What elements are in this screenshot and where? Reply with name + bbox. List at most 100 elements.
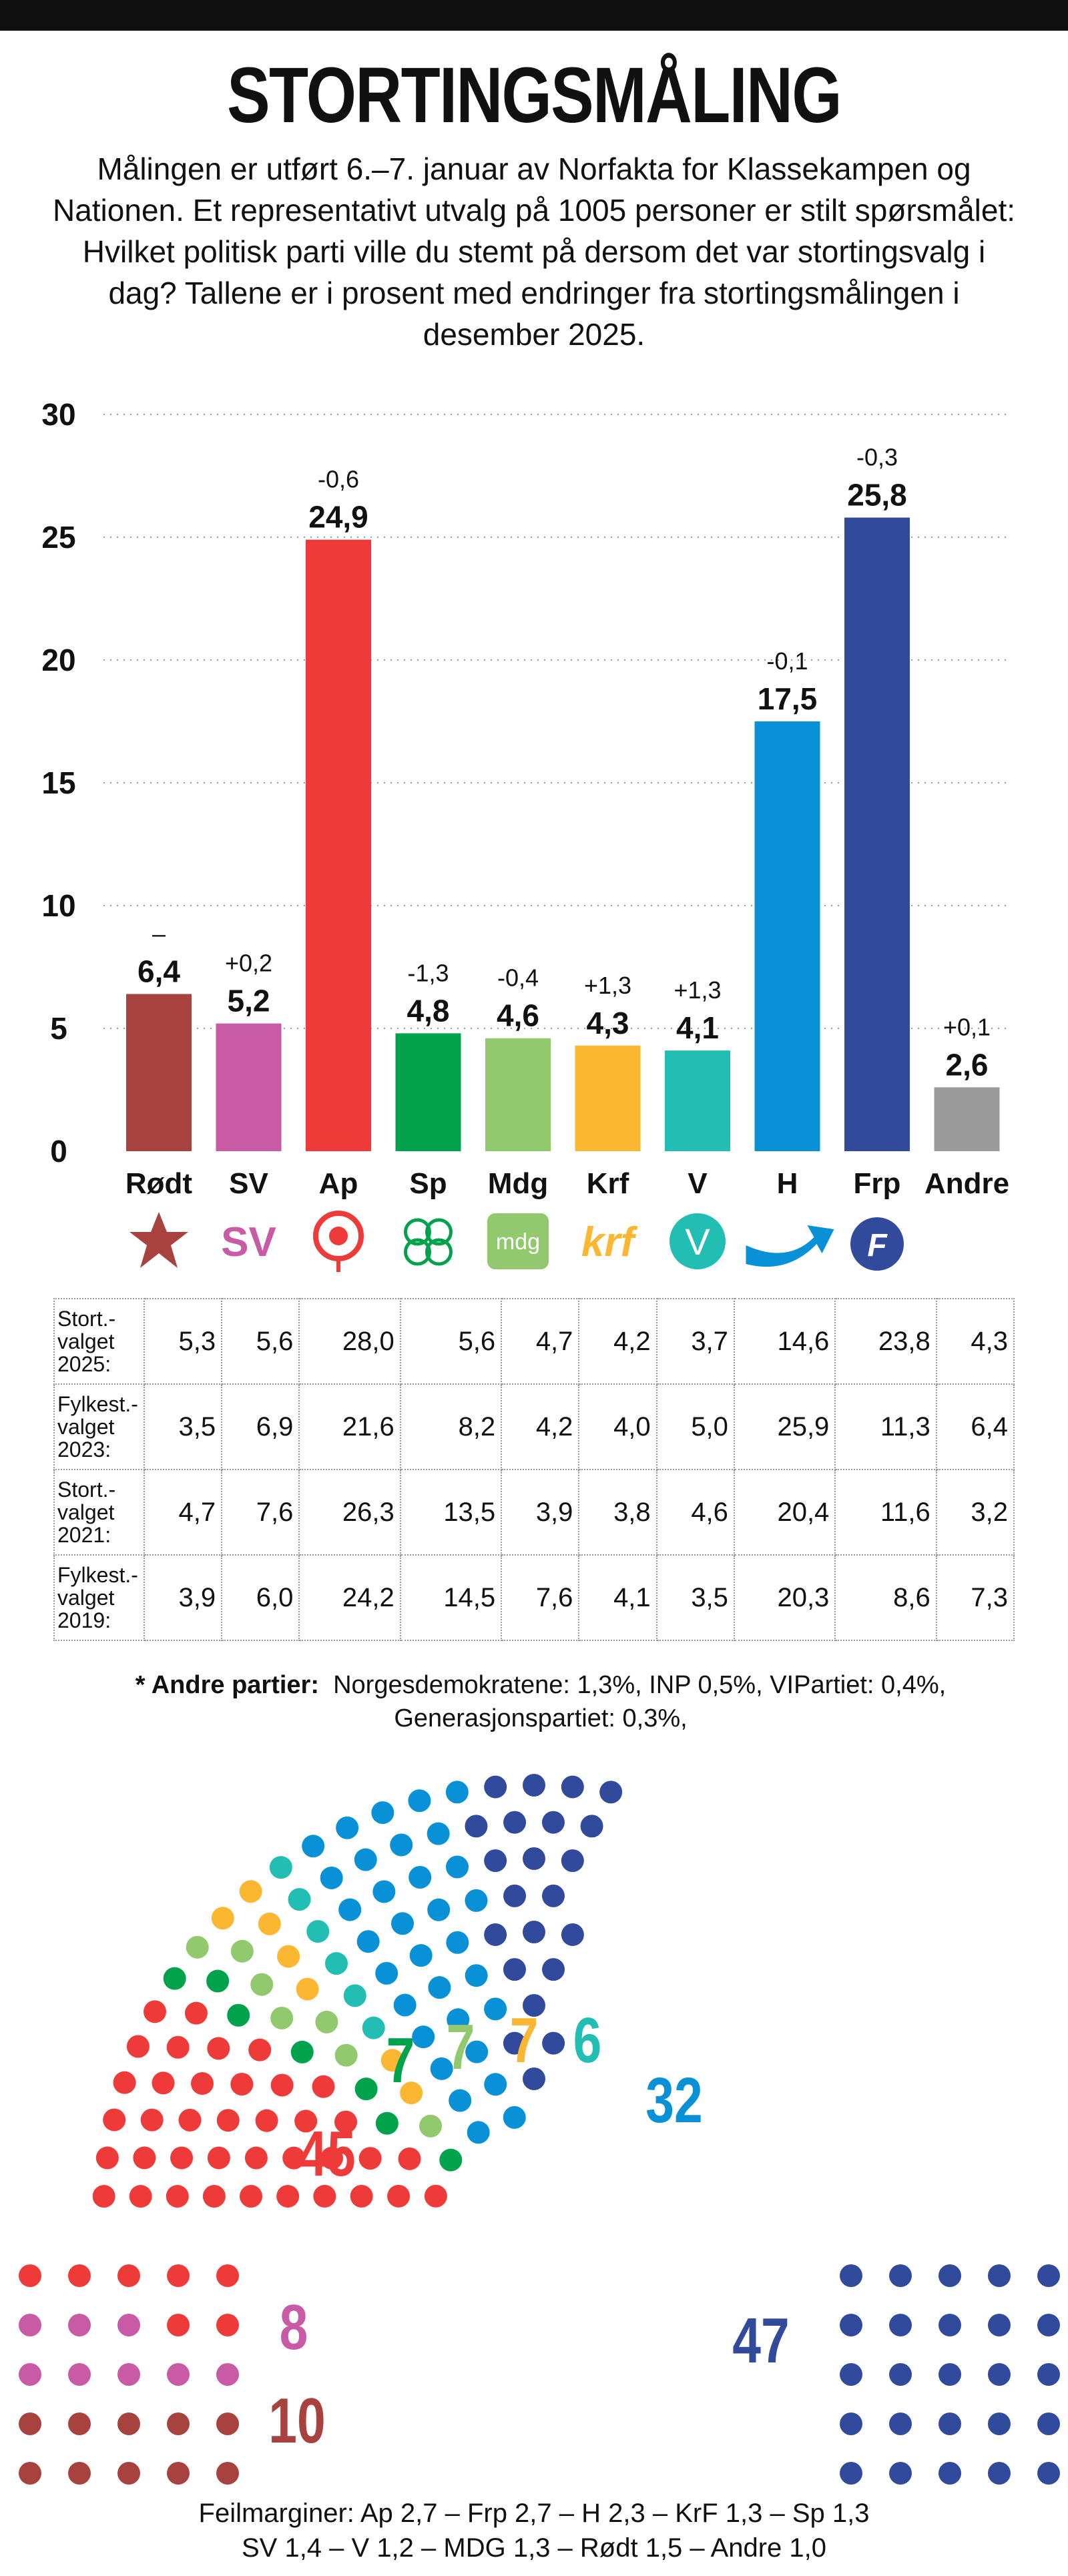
seat-dot	[503, 1884, 527, 1907]
seat-count-label: 7	[386, 2025, 415, 2096]
seat-dot	[170, 2146, 194, 2170]
table-cell: 5,6	[221, 1298, 300, 1385]
bar	[126, 994, 192, 1151]
clover-leaf	[404, 1238, 431, 1266]
table-row: Stort.- valget 2025: 5,3 5,6 28,0 5,6 4,7 4,2 3…	[53, 1298, 1015, 1385]
seat-dot	[840, 2314, 862, 2336]
seat-dot	[446, 1931, 469, 1954]
rodt-star-icon	[129, 1212, 188, 1268]
seat-dot	[302, 1835, 325, 1858]
seat-dot	[296, 1977, 319, 2001]
seat-dot	[167, 2314, 190, 2336]
seat-dot	[211, 1907, 234, 1930]
table-cell: 24,2	[298, 1554, 401, 1641]
seat-dot	[19, 2264, 41, 2287]
seat-dot	[356, 1930, 380, 1953]
seat-dot	[939, 2363, 961, 2386]
bar	[934, 1087, 1000, 1151]
seat-dot	[19, 2412, 41, 2435]
table-cell: 3,5	[143, 1383, 223, 1470]
seat-dot	[561, 1849, 584, 1873]
seat-dot	[561, 1923, 584, 1946]
seat-dot	[288, 1888, 311, 1911]
x-tick-label: V	[688, 1167, 708, 1200]
seat-dot	[313, 2184, 336, 2208]
x-tick-label: Frp	[854, 1167, 901, 1200]
seat-dot	[412, 2025, 435, 2049]
seat-dot	[258, 1912, 281, 1935]
seat-dot	[939, 2264, 961, 2287]
seat-dot	[207, 2037, 230, 2060]
seat-count-label: 32	[645, 2065, 702, 2136]
seat-dot	[419, 2114, 443, 2138]
seat-dot	[380, 2049, 404, 2072]
seat-dot	[190, 2071, 214, 2095]
seat-dot	[889, 2264, 912, 2287]
seat-dot	[336, 1816, 359, 1839]
change-label: -0,4	[497, 964, 539, 992]
seat-dot	[523, 2067, 545, 2090]
table-cell: 5,0	[655, 1383, 735, 1470]
seat-dot	[117, 2363, 140, 2386]
seat-dot	[216, 2412, 239, 2435]
mdg-logo-icon: mdg	[487, 1213, 549, 1269]
table-cell: 8,6	[834, 1554, 937, 1641]
seat-dot	[167, 2412, 190, 2435]
seat-dot	[889, 2314, 912, 2336]
seat-dot	[167, 2363, 190, 2386]
seat-dot	[19, 2363, 41, 2386]
change-label: +1,3	[584, 972, 631, 999]
seat-dot	[184, 2001, 208, 2025]
seat-dot	[400, 2081, 423, 2105]
seat-dot	[427, 1898, 451, 1921]
seat-dot	[239, 1880, 262, 1903]
seat-dot	[889, 2363, 912, 2386]
seat-dot	[312, 2075, 335, 2098]
seat-dot	[840, 2412, 862, 2435]
seat-dot	[523, 1847, 545, 1870]
table-cell: 3,9	[501, 1469, 580, 1556]
table-cell: 3,8	[578, 1469, 657, 1556]
seat-dot	[939, 2462, 961, 2485]
seat-dot	[276, 2184, 300, 2208]
bar	[216, 1023, 282, 1151]
seat-dot	[343, 1984, 366, 2007]
seat-dot	[988, 2264, 1011, 2287]
seat-dot	[398, 2147, 421, 2170]
change-label: -0,1	[766, 647, 808, 675]
table-row: Stort.- valget 2021: 4,7 7,6 26,3 13,5 3,9 3,8…	[53, 1469, 1015, 1556]
table-cell: 4,6	[655, 1469, 735, 1556]
seat-dot	[523, 1774, 545, 1797]
seat-dot	[315, 2010, 338, 2033]
y-tick-label: 20	[41, 643, 75, 677]
bar	[306, 539, 371, 1151]
bar	[575, 1045, 641, 1151]
y-tick-label: 0	[50, 1134, 67, 1169]
seat-dot	[167, 2462, 190, 2485]
table-row: Fylkest.- valget 2023: 3,5 6,9 21,6 8,2 4,2 4,…	[53, 1383, 1015, 1470]
seat-dot	[216, 2109, 240, 2132]
seat-dot	[840, 2363, 862, 2386]
table-cell: 14,6	[733, 1298, 836, 1385]
star-shape	[129, 1212, 188, 1268]
seat-count-label: 45	[298, 2118, 355, 2190]
seat-dot	[270, 2006, 294, 2029]
x-tick-label: Mdg	[488, 1167, 548, 1200]
table-cell: 4,0	[578, 1383, 657, 1470]
seat-dot	[467, 2121, 490, 2144]
table-cell: 20,4	[733, 1469, 836, 1556]
table-cell: 14,5	[399, 1554, 503, 1641]
data-label: 25,8	[847, 478, 907, 513]
seat-dot	[889, 2412, 912, 2435]
seat-dot	[445, 1781, 469, 1804]
table-cell: 6,4	[935, 1383, 1015, 1470]
table-cell: 4,2	[501, 1383, 580, 1470]
logo-circle	[670, 1213, 726, 1269]
seat-dot	[320, 2146, 344, 2170]
seat-dot	[465, 1889, 488, 1912]
seat-dot	[216, 2314, 239, 2336]
seat-dot	[167, 2264, 190, 2287]
seat-dot	[354, 1848, 377, 1871]
seat-dot	[523, 1921, 545, 1943]
seat-dot	[542, 1958, 565, 1981]
